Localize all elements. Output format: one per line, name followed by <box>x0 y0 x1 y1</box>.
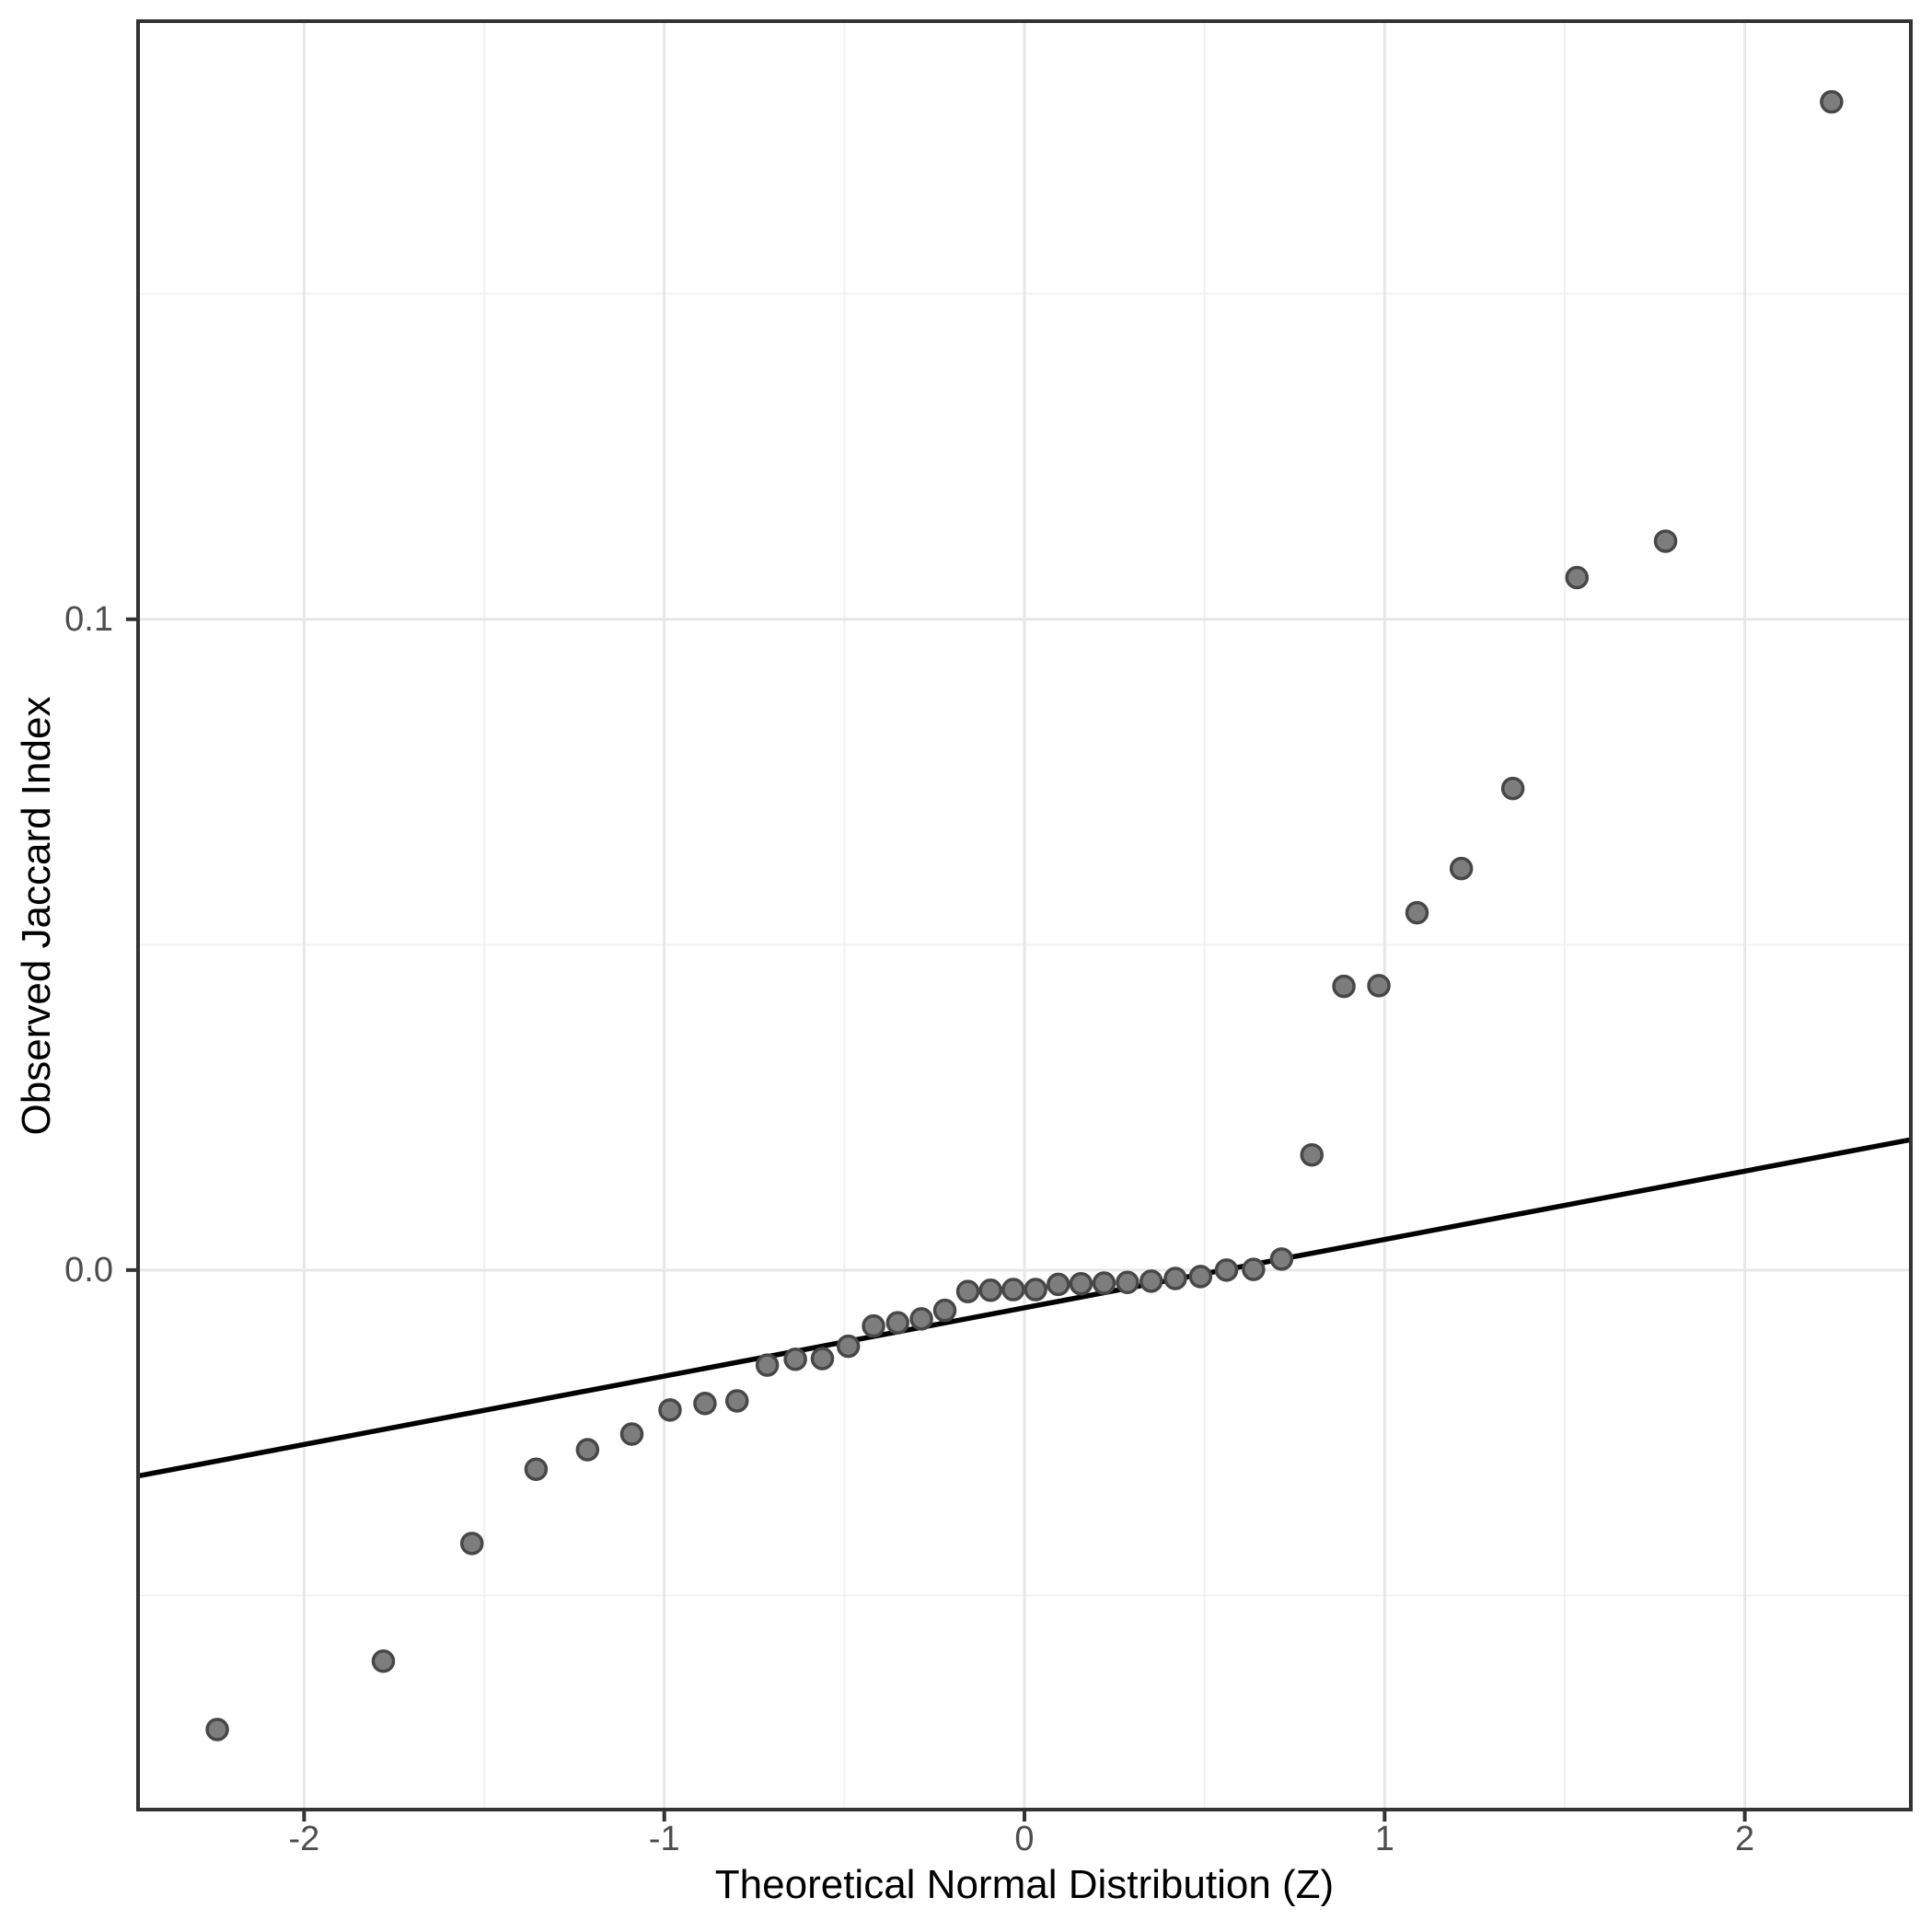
data-point <box>755 1353 780 1377</box>
data-point <box>1269 1247 1294 1271</box>
data-point <box>932 1298 957 1323</box>
data-point <box>1163 1267 1187 1290</box>
data-point <box>1565 565 1590 590</box>
data-point <box>1214 1258 1239 1282</box>
tick-labels-layer: -2 -1 0 1 2 0.0 0.1 <box>64 600 1754 1858</box>
data-point <box>783 1347 807 1371</box>
x-tick-label: 0 <box>1014 1820 1034 1858</box>
data-point <box>909 1307 933 1331</box>
tick-marks-layer <box>126 617 1747 1822</box>
y-tick-label: 0.0 <box>64 1251 113 1290</box>
data-point <box>1367 974 1391 998</box>
data-point <box>1820 89 1844 114</box>
data-point <box>1139 1269 1163 1293</box>
data-point <box>371 1649 396 1673</box>
data-point <box>524 1457 549 1481</box>
data-point <box>658 1398 682 1422</box>
data-point <box>1188 1265 1213 1289</box>
qq-reference-line <box>137 1137 1912 1479</box>
x-tick-label: -1 <box>649 1820 680 1858</box>
data-point <box>1001 1278 1025 1301</box>
data-point <box>1024 1278 1047 1301</box>
data-point <box>1116 1270 1140 1295</box>
data-point <box>1242 1257 1266 1281</box>
data-point <box>724 1389 749 1413</box>
y-axis-title: Observed Jaccard Index <box>14 696 59 1136</box>
data-point <box>1092 1271 1116 1295</box>
reference-line-layer <box>137 1137 1912 1479</box>
data-point <box>1405 900 1429 925</box>
data-point <box>693 1392 717 1416</box>
data-point <box>619 1422 644 1446</box>
data-point <box>1300 1142 1325 1167</box>
data-point <box>810 1347 835 1371</box>
data-point <box>205 1718 229 1741</box>
data-point <box>575 1438 600 1462</box>
x-tick-label: 1 <box>1375 1820 1394 1858</box>
grid-major-layer <box>138 21 1911 1810</box>
data-point <box>978 1278 1002 1302</box>
x-tick-label: -2 <box>288 1820 319 1858</box>
data-point <box>459 1532 484 1556</box>
data-point <box>862 1313 885 1338</box>
y-tick-label: 0.1 <box>64 600 113 639</box>
data-point <box>885 1311 910 1335</box>
data-point <box>1449 856 1474 881</box>
x-axis-title: Theoretical Normal Distribution (Z) <box>714 1862 1335 1907</box>
data-point <box>1653 529 1678 553</box>
points-layer <box>205 89 1844 1741</box>
x-tick-label: 2 <box>1735 1820 1754 1858</box>
data-point <box>1047 1272 1070 1297</box>
data-point <box>1069 1271 1093 1296</box>
data-point <box>1332 974 1356 999</box>
data-point <box>836 1334 861 1359</box>
data-point <box>955 1279 980 1303</box>
data-point <box>1500 776 1525 801</box>
